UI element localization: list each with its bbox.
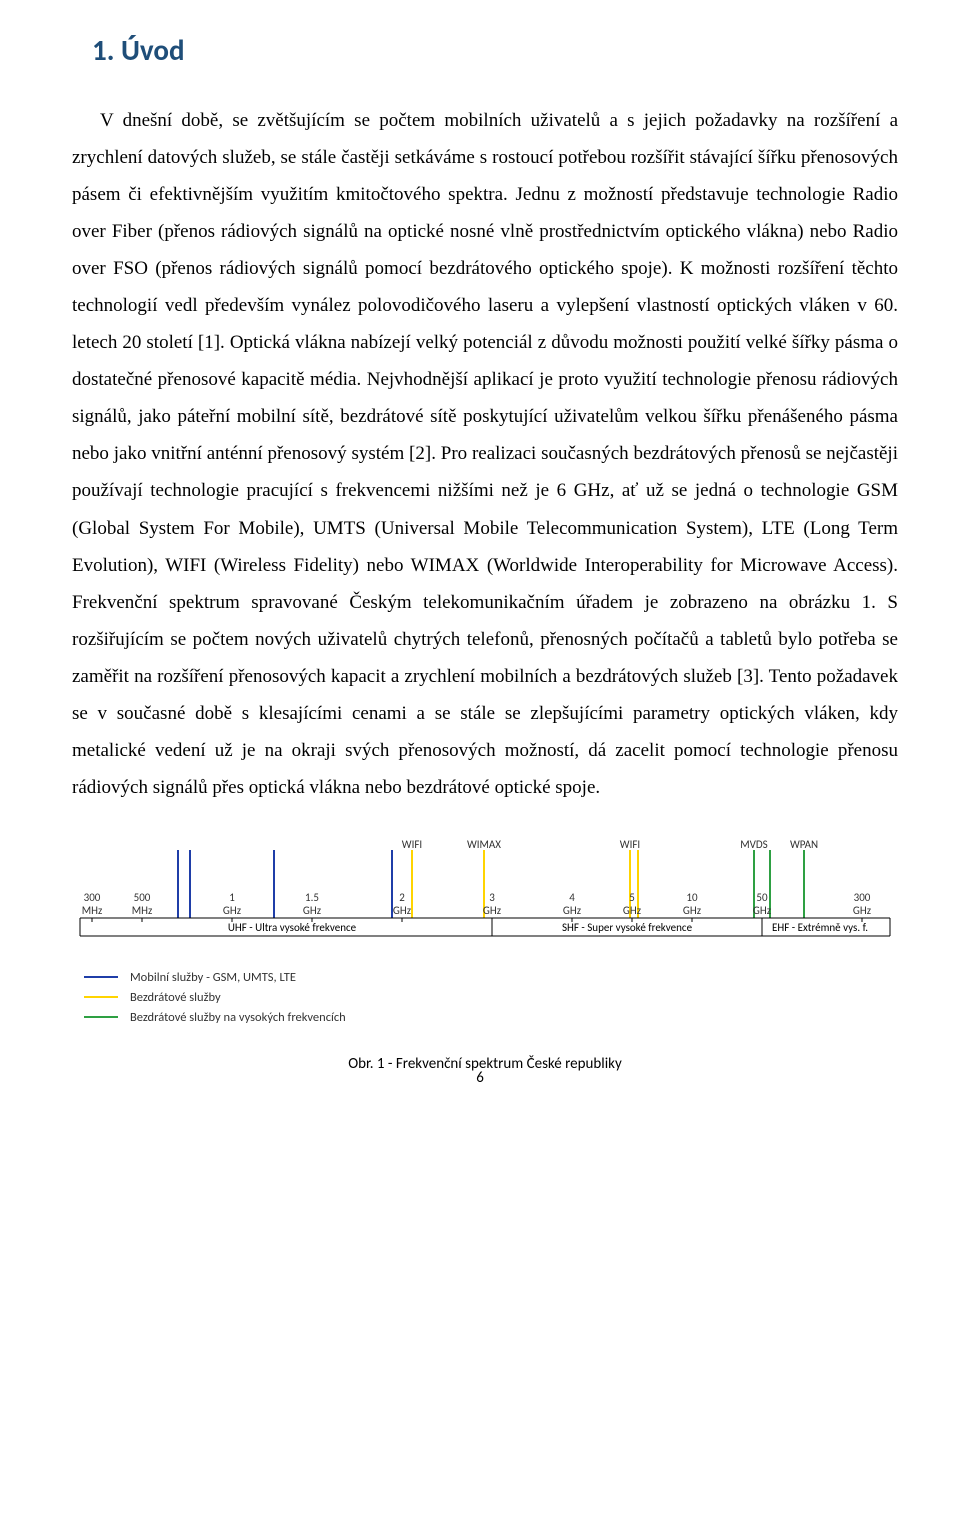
svg-text:1.5: 1.5: [305, 891, 319, 904]
svg-text:WIFI: WIFI: [620, 838, 640, 851]
legend-label: Mobilní služby - GSM, UMTS, LTE: [130, 970, 296, 985]
svg-text:GHz: GHz: [623, 904, 642, 917]
svg-text:10: 10: [686, 891, 698, 904]
svg-text:WIFI: WIFI: [402, 838, 422, 851]
body-paragraph: V dnešní době, se zvětšujícím se počtem …: [72, 102, 898, 806]
legend-item: Bezdrátové služby na vysokých frekvencíc…: [84, 1010, 898, 1025]
svg-text:300: 300: [854, 891, 871, 904]
svg-text:UHF - Ultra vysoké frekvence: UHF - Ultra vysoké frekvence: [228, 921, 357, 934]
svg-text:50: 50: [756, 891, 768, 904]
svg-text:300: 300: [84, 891, 101, 904]
page-number: 6: [476, 1069, 484, 1087]
svg-text:GHz: GHz: [393, 904, 412, 917]
paragraph-text: V dnešní době, se zvětšujícím se počtem …: [72, 110, 898, 798]
svg-text:500: 500: [134, 891, 151, 904]
legend-label: Bezdrátové služby: [130, 990, 221, 1005]
section-heading: 1. Úvod: [92, 32, 898, 68]
svg-text:MVDS: MVDS: [740, 838, 767, 851]
legend-swatch: [84, 996, 118, 998]
svg-text:GHz: GHz: [303, 904, 322, 917]
svg-text:4: 4: [569, 891, 575, 904]
legend-label: Bezdrátové služby na vysokých frekvencíc…: [130, 1010, 346, 1025]
svg-text:2: 2: [399, 891, 405, 904]
legend-item: Mobilní služby - GSM, UMTS, LTE: [84, 970, 898, 985]
svg-text:WIMAX: WIMAX: [467, 838, 501, 851]
svg-text:GHz: GHz: [853, 904, 872, 917]
svg-text:MHz: MHz: [82, 904, 103, 917]
spectrum-chart: WIFIWIMAXWIFIMVDSWPAN300MHz500MHz1GHz1.5…: [72, 838, 898, 958]
legend: Mobilní služby - GSM, UMTS, LTE Bezdrátov…: [84, 970, 898, 1025]
spectrum-figure: WIFIWIMAXWIFIMVDSWPAN300MHz500MHz1GHz1.5…: [72, 838, 898, 1073]
svg-text:3: 3: [489, 891, 495, 904]
legend-swatch: [84, 976, 118, 978]
svg-text:MHz: MHz: [132, 904, 153, 917]
legend-item: Bezdrátové služby: [84, 990, 898, 1005]
svg-text:GHz: GHz: [563, 904, 582, 917]
legend-swatch: [84, 1016, 118, 1018]
svg-text:SHF - Super vysoké frekvence: SHF - Super vysoké frekvence: [562, 921, 693, 934]
svg-text:GHz: GHz: [483, 904, 502, 917]
svg-text:GHz: GHz: [683, 904, 702, 917]
svg-text:1: 1: [229, 891, 235, 904]
figure-caption: Obr. 1 - Frekvenční spektrum České repub…: [72, 1055, 898, 1073]
svg-text:5: 5: [629, 891, 635, 904]
svg-text:WPAN: WPAN: [790, 838, 818, 851]
svg-text:GHz: GHz: [223, 904, 242, 917]
svg-text:EHF - Extrémně vys. f.: EHF - Extrémně vys. f.: [772, 921, 868, 934]
page: 1. Úvod V dnešní době, se zvětšujícím se…: [0, 0, 960, 1103]
svg-text:GHz: GHz: [753, 904, 772, 917]
